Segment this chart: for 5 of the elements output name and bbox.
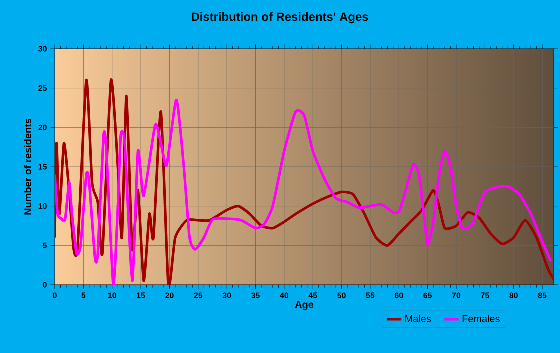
- legend-label: Females: [462, 315, 500, 322]
- x-axis-title: Age: [295, 301, 314, 310]
- legend-label: Males: [406, 315, 432, 322]
- y-axis-title: Number of residents: [24, 118, 32, 215]
- chart-title: Distribution of Residents' Ages: [192, 12, 368, 24]
